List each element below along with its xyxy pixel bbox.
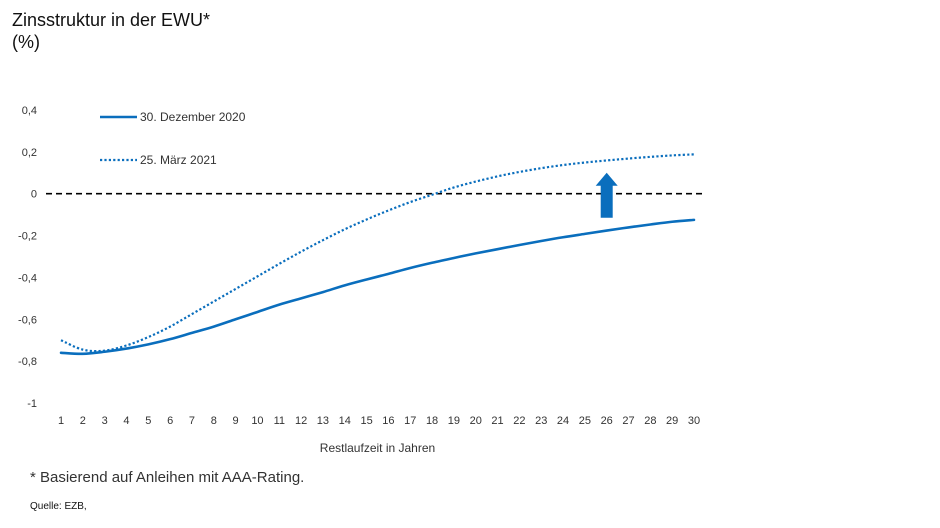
y-tick-label: -0,6	[18, 314, 37, 326]
shift-up-arrow-icon	[595, 172, 618, 218]
x-tick-label: 15	[360, 415, 372, 427]
x-tick-label: 18	[426, 415, 438, 427]
x-tick-label: 21	[491, 415, 503, 427]
y-tick-label: 0	[31, 189, 37, 201]
x-tick-label: 16	[382, 415, 394, 427]
x-tick-label: 23	[535, 415, 547, 427]
x-tick-label: 25	[579, 415, 591, 427]
x-tick-label: 12	[295, 415, 307, 427]
chart-title: Zinsstruktur in der EWU*	[12, 10, 211, 30]
x-tick-label: 6	[167, 415, 173, 427]
x-tick-label: 1	[58, 415, 64, 427]
x-tick-label: 8	[211, 415, 217, 427]
x-tick-label: 10	[251, 415, 263, 427]
legend: 30. Dezember 2020 25. März 2021	[100, 110, 246, 167]
x-tick-label: 24	[557, 415, 569, 427]
footnote: * Basierend auf Anleihen mit AAA-Rating.	[30, 469, 305, 486]
x-tick-label: 29	[666, 415, 678, 427]
x-tick-label: 9	[233, 415, 239, 427]
x-axis-title: Restlaufzeit in Jahren	[320, 441, 435, 455]
x-tick-label: 13	[317, 415, 329, 427]
y-tick-label: -1	[27, 398, 37, 410]
legend-label: 30. Dezember 2020	[140, 110, 246, 124]
x-axis-ticks: 1 2 3 4 5 6 7 8 9 10 11 12 13 14 15 16 17 18 19 20 21 22 23 24 2…	[58, 415, 700, 427]
x-tick-label: 19	[448, 415, 460, 427]
x-tick-label: 14	[339, 415, 351, 427]
series-line-dec-2020	[59, 218, 696, 356]
y-tick-label: 0,2	[22, 147, 37, 159]
x-tick-label: 2	[80, 415, 86, 427]
y-tick-label: -0,8	[18, 356, 37, 368]
x-tick-label: 5	[145, 415, 151, 427]
y-tick-label: -0,2	[18, 231, 37, 243]
x-tick-label: 30	[688, 415, 700, 427]
x-tick-label: 20	[470, 415, 482, 427]
up-arrow-shape	[595, 172, 618, 218]
x-tick-label: 3	[102, 415, 108, 427]
y-tick-label: 0,4	[22, 105, 37, 117]
y-axis-ticks: 0,4 0,2 0 -0,2 -0,4 -0,6 -0,8 -1	[18, 105, 37, 410]
x-tick-label: 26	[601, 415, 613, 427]
legend-label: 25. März 2021	[140, 153, 217, 167]
chart-unit: (%)	[12, 32, 40, 52]
x-tick-label: 17	[404, 415, 416, 427]
y-tick-label: -0,4	[18, 272, 37, 284]
x-tick-label: 22	[513, 415, 525, 427]
x-tick-label: 27	[622, 415, 634, 427]
x-tick-label: 4	[123, 415, 129, 427]
x-tick-label: 11	[274, 415, 285, 427]
source-note: Quelle: EZB,	[30, 501, 87, 512]
x-tick-label: 7	[189, 415, 195, 427]
series-lines	[59, 153, 696, 356]
series-line-mar-2021	[60, 153, 695, 353]
x-tick-label: 28	[644, 415, 656, 427]
